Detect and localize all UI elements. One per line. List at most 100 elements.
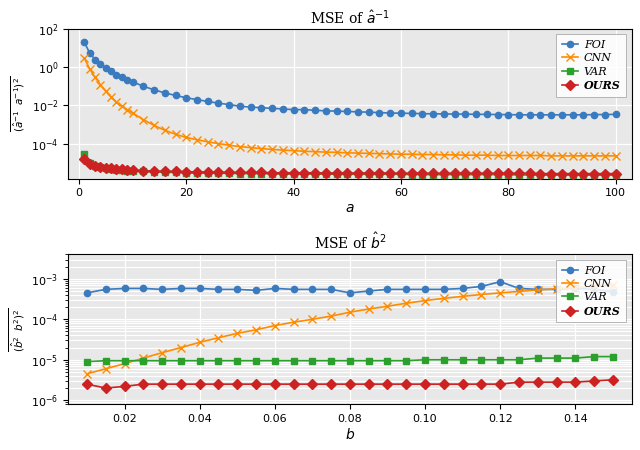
OURS xyxy=(140,168,147,173)
CNN xyxy=(365,306,372,312)
X-axis label: $a$: $a$ xyxy=(345,201,355,215)
Y-axis label: $\overline{(\hat{b}^2\;\; b^2)^2}$: $\overline{(\hat{b}^2\;\; b^2)^2}$ xyxy=(8,307,28,351)
OURS xyxy=(327,382,335,387)
FOI xyxy=(515,112,523,117)
CNN xyxy=(609,283,617,288)
CNN xyxy=(271,323,278,328)
OURS xyxy=(234,382,241,387)
Legend: FOI, CNN, VAR, OURS: FOI, CNN, VAR, OURS xyxy=(556,260,626,322)
CNN xyxy=(83,371,91,377)
OURS xyxy=(515,379,523,385)
CNN xyxy=(459,293,467,299)
FOI xyxy=(214,287,222,292)
CNN xyxy=(102,366,109,371)
CNN xyxy=(308,317,316,322)
FOI xyxy=(234,287,241,292)
FOI xyxy=(515,286,523,291)
CNN xyxy=(196,340,204,345)
Line: FOI: FOI xyxy=(81,39,619,118)
VAR xyxy=(590,354,598,359)
OURS xyxy=(271,382,278,387)
OURS xyxy=(346,382,354,387)
FOI xyxy=(172,93,179,98)
CNN xyxy=(558,153,566,158)
OURS xyxy=(612,171,620,176)
CNN xyxy=(440,296,448,301)
VAR xyxy=(271,358,278,364)
VAR xyxy=(572,356,579,361)
OURS xyxy=(440,382,448,387)
OURS xyxy=(601,171,609,176)
VAR xyxy=(365,358,372,364)
CNN xyxy=(601,153,609,158)
Line: VAR: VAR xyxy=(81,151,619,178)
OURS xyxy=(308,382,316,387)
CNN xyxy=(572,285,579,290)
FOI xyxy=(140,84,147,89)
OURS xyxy=(421,382,429,387)
VAR xyxy=(290,358,298,364)
FOI xyxy=(121,286,129,291)
CNN xyxy=(252,327,260,333)
CNN xyxy=(590,284,598,289)
OURS xyxy=(403,382,410,387)
Y-axis label: $\overline{(\hat{a}^{-1}\;\; a^{-1})^2}$: $\overline{(\hat{a}^{-1}\;\; a^{-1})^2}$ xyxy=(10,76,28,132)
Title: MSE of $\hat{b}^2$: MSE of $\hat{b}^2$ xyxy=(314,232,386,252)
Line: CNN: CNN xyxy=(81,54,620,160)
Title: MSE of $\hat{a}^{-1}$: MSE of $\hat{a}^{-1}$ xyxy=(310,9,390,26)
OURS xyxy=(121,384,129,389)
FOI xyxy=(590,287,598,292)
FOI xyxy=(497,279,504,284)
CNN xyxy=(327,313,335,319)
CNN xyxy=(234,331,241,336)
FOI xyxy=(572,286,579,291)
OURS xyxy=(497,382,504,387)
CNN xyxy=(497,290,504,296)
OURS xyxy=(252,382,260,387)
FOI xyxy=(477,284,485,289)
FOI xyxy=(383,287,391,292)
OURS xyxy=(365,382,372,387)
Legend: FOI, CNN, VAR, OURS: FOI, CNN, VAR, OURS xyxy=(556,34,626,96)
FOI xyxy=(158,287,166,292)
FOI xyxy=(113,72,120,77)
VAR xyxy=(140,169,147,174)
VAR xyxy=(177,358,185,364)
CNN xyxy=(81,55,88,61)
VAR xyxy=(121,358,129,364)
VAR xyxy=(81,152,88,157)
FOI xyxy=(247,104,255,110)
VAR xyxy=(558,172,566,178)
CNN xyxy=(158,350,166,356)
VAR xyxy=(140,358,147,364)
FOI xyxy=(290,287,298,292)
VAR xyxy=(440,357,448,363)
VAR xyxy=(477,357,485,363)
FOI xyxy=(403,287,410,292)
OURS xyxy=(534,379,541,385)
CNN xyxy=(403,301,410,306)
FOI xyxy=(196,286,204,291)
OURS xyxy=(590,378,598,384)
OURS xyxy=(477,382,485,387)
CNN xyxy=(214,335,222,341)
Line: CNN: CNN xyxy=(83,281,617,378)
OURS xyxy=(553,379,561,385)
FOI xyxy=(102,287,109,292)
VAR xyxy=(609,354,617,359)
FOI xyxy=(140,286,147,291)
CNN xyxy=(346,310,354,315)
VAR xyxy=(553,356,561,361)
CNN xyxy=(547,153,555,158)
FOI xyxy=(440,287,448,292)
FOI xyxy=(558,112,566,117)
OURS xyxy=(113,166,120,171)
CNN xyxy=(140,117,147,122)
OURS xyxy=(102,385,109,391)
FOI xyxy=(81,40,88,45)
CNN xyxy=(477,292,485,297)
VAR xyxy=(83,359,91,364)
VAR xyxy=(497,357,504,363)
OURS xyxy=(83,382,91,387)
FOI xyxy=(83,290,91,296)
